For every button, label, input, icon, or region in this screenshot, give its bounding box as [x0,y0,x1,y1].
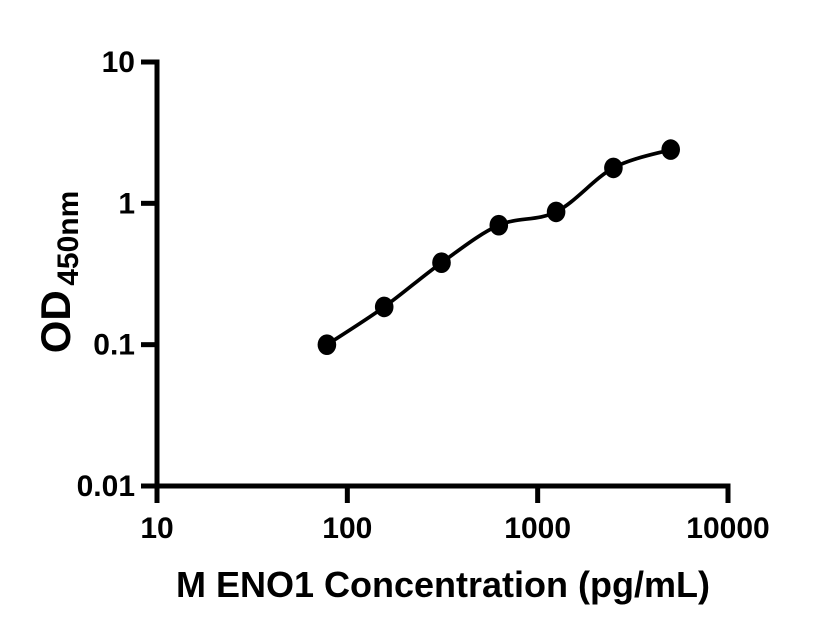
x-axis-tick-label: 10 [140,512,173,545]
y-axis-tick-label: 1 [118,187,135,220]
data-point-marker [317,334,337,356]
data-point-marker [661,139,680,160]
y-axis-title-main: OD [32,290,79,353]
fitted-curve [325,147,672,347]
x-axis-tick-label: 10000 [686,512,769,545]
y-axis-title-subscript: 450nm [52,191,85,286]
x-axis-title: M ENO1 Concentration (pg/mL) [176,564,710,605]
x-axis-tick-label: 100 [322,512,372,545]
data-point-marker [604,157,623,179]
y-axis-tick-label: 0.1 [93,329,135,362]
data-point-marker [374,296,394,318]
y-axis-title: OD 450nm [32,191,85,354]
data-point-marker [546,201,566,223]
y-axis-tick-label: 10 [102,46,135,79]
data-series [317,139,680,356]
x-axis-tick-label: 1000 [504,512,571,545]
data-point-marker [489,214,509,236]
data-point-marker [432,252,451,273]
y-axis-tick-label: 0.01 [77,470,135,503]
